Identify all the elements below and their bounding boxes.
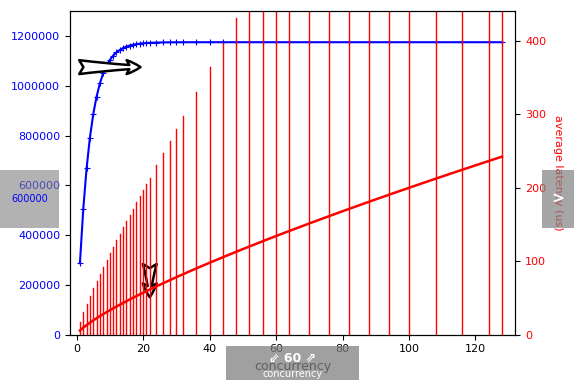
Text: concurrency: concurrency	[262, 369, 323, 379]
Text: >: >	[552, 191, 564, 206]
X-axis label: concurrency: concurrency	[254, 360, 331, 373]
Y-axis label: average latency (us): average latency (us)	[553, 115, 563, 231]
Text: 600000: 600000	[11, 194, 48, 204]
Text: ⇙ 60 ⇗: ⇙ 60 ⇗	[269, 352, 316, 365]
